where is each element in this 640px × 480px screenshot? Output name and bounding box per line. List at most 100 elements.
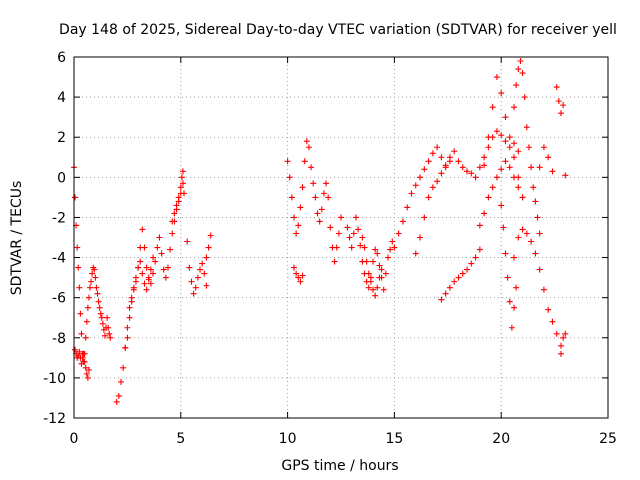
data-point: [104, 314, 111, 321]
y-tick-label: -12: [43, 411, 66, 427]
data-point: [117, 378, 124, 385]
data-point: [141, 244, 148, 251]
data-point: [85, 294, 92, 301]
data-point: [288, 194, 295, 201]
data-point: [511, 154, 518, 161]
data-point: [323, 180, 330, 187]
data-point: [429, 150, 436, 157]
series-arc-u: [553, 84, 569, 179]
data-point: [464, 266, 471, 273]
data-point: [438, 154, 445, 161]
data-point: [83, 318, 90, 325]
data-point: [325, 194, 332, 201]
data-point: [120, 364, 127, 371]
data-point: [335, 230, 342, 237]
series-arc-k: [359, 234, 385, 299]
data-point: [301, 158, 308, 165]
data-point: [293, 270, 300, 277]
data-point: [179, 180, 186, 187]
data-point: [502, 250, 509, 257]
y-tick-label: -2: [52, 210, 66, 226]
data-point: [80, 350, 87, 357]
y-tick-label: 2: [57, 130, 66, 146]
data-point: [365, 270, 372, 277]
data-point: [156, 234, 163, 241]
data-point: [344, 224, 351, 231]
data-point: [459, 270, 466, 277]
data-point: [493, 74, 500, 81]
x-tick-label: 20: [492, 431, 510, 447]
data-point: [89, 270, 96, 277]
data-point: [361, 244, 368, 251]
data-point: [446, 284, 453, 291]
data-point: [291, 264, 298, 271]
data-point: [124, 334, 131, 341]
data-point: [476, 222, 483, 229]
data-point: [92, 274, 99, 281]
data-point: [508, 324, 515, 331]
series-arc-a: [71, 164, 114, 365]
data-point: [78, 330, 85, 337]
data-point: [152, 258, 159, 265]
data-point: [549, 168, 556, 175]
data-point: [79, 354, 86, 361]
data-point: [485, 134, 492, 141]
data-point: [429, 184, 436, 191]
data-point: [532, 198, 539, 205]
data-point: [74, 244, 81, 251]
data-point: [130, 284, 137, 291]
axis-ticks: 0 5 10 15 20 25 -12 -10 -8 -6 -4 -2 0 2 4 6: [43, 50, 617, 447]
data-point: [391, 244, 398, 251]
data-point: [545, 306, 552, 313]
data-point: [532, 250, 539, 257]
data-point: [515, 148, 522, 155]
data-point: [545, 154, 552, 161]
data-point: [468, 260, 475, 267]
data-point: [363, 258, 370, 265]
data-point: [295, 274, 302, 281]
data-point: [506, 144, 513, 151]
data-point: [160, 266, 167, 273]
data-point: [113, 398, 120, 405]
data-point: [93, 284, 100, 291]
x-tick-label: 0: [70, 431, 79, 447]
data-point: [126, 304, 133, 311]
data-point: [481, 154, 488, 161]
data-point: [513, 284, 520, 291]
data-point: [158, 250, 165, 257]
data-point: [485, 194, 492, 201]
data-point: [367, 278, 374, 285]
data-point: [481, 210, 488, 217]
data-point: [536, 164, 543, 171]
series-arc-b: [72, 346, 92, 381]
data-point: [493, 128, 500, 135]
data-point: [372, 292, 379, 299]
data-point: [560, 102, 567, 109]
data-point: [169, 230, 176, 237]
data-point: [562, 330, 569, 337]
data-point: [404, 204, 411, 211]
data-point: [515, 234, 522, 241]
data-point: [297, 278, 304, 285]
series-arc-m: [412, 158, 453, 257]
data-point: [528, 238, 535, 245]
data-point: [314, 210, 321, 217]
data-point: [150, 254, 157, 261]
grid: [74, 57, 608, 418]
data-point: [173, 202, 180, 209]
data-point: [389, 238, 396, 245]
data-point: [562, 172, 569, 179]
data-point: [506, 134, 513, 141]
data-point: [553, 330, 560, 337]
data-point: [498, 202, 505, 209]
data-point: [199, 260, 206, 267]
data-point: [207, 232, 214, 239]
data-point: [203, 254, 210, 261]
data-point: [293, 230, 300, 237]
data-point: [147, 280, 154, 287]
data-point: [455, 274, 462, 281]
data-point: [308, 164, 315, 171]
data-point: [327, 224, 334, 231]
data-point: [425, 158, 432, 165]
